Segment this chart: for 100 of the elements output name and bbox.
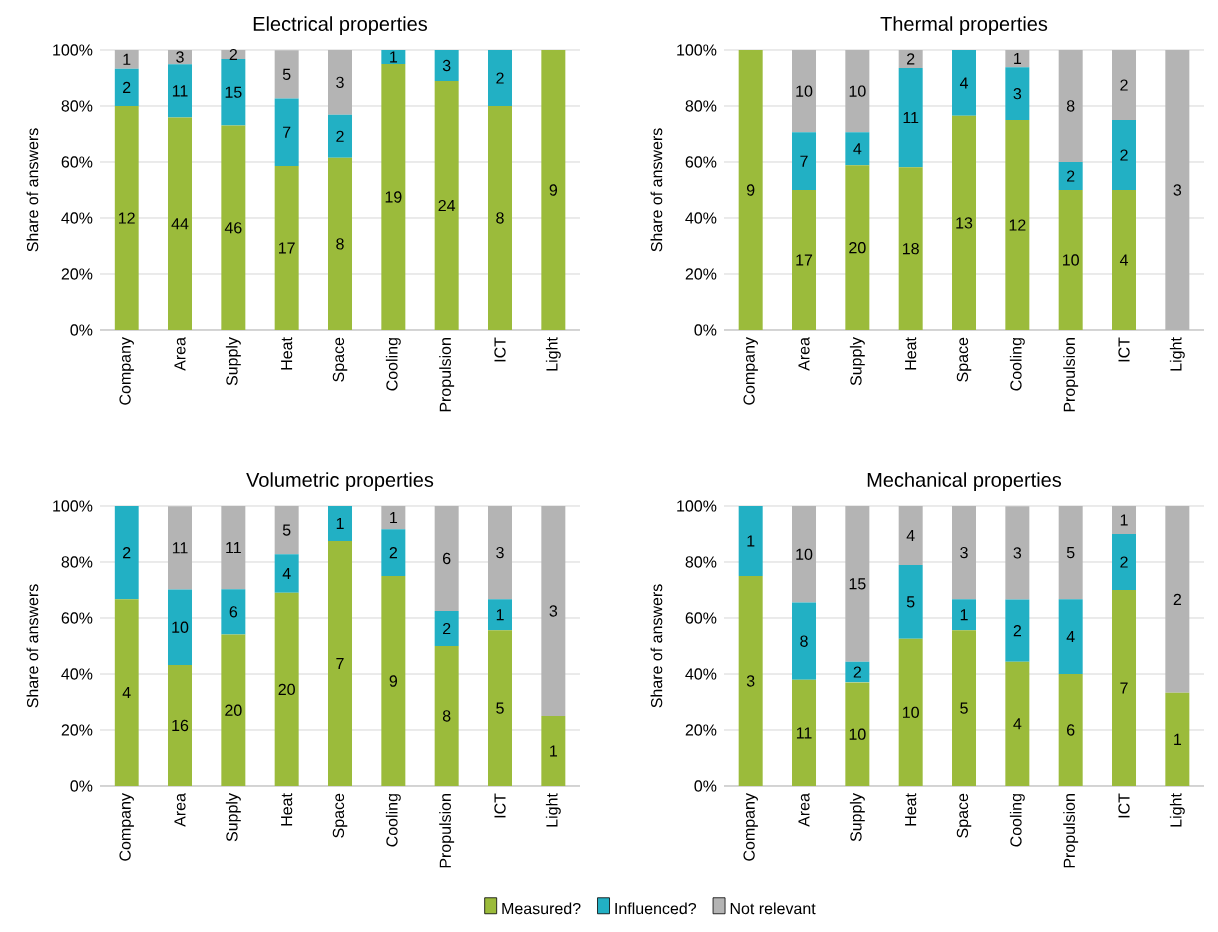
bar <box>1005 49 1030 68</box>
y-tick-label: 100% <box>53 500 93 512</box>
annotation: 6 <box>229 606 238 618</box>
annotation: 5 <box>960 702 968 714</box>
bar <box>274 506 299 555</box>
bar <box>381 529 406 576</box>
bar <box>221 49 246 59</box>
annotation: 24 <box>438 199 456 212</box>
annotation: 44 <box>171 218 189 230</box>
y-tick-label: 40% <box>685 212 717 224</box>
x-tick-label: Propulsion <box>1063 338 1079 412</box>
bar <box>168 665 192 786</box>
annotation: 17 <box>278 242 295 254</box>
annotation: 2 <box>1173 593 1181 605</box>
x-tick-label: Area <box>174 337 186 371</box>
x-tick-label: Area <box>798 337 810 371</box>
annotation: 11 <box>172 85 188 97</box>
annotation: 2 <box>123 547 131 559</box>
bar <box>381 506 406 530</box>
x-tick-label: Light <box>545 337 561 371</box>
y-tick-label: 80% <box>61 100 93 112</box>
legend-label: Measured? <box>502 902 581 915</box>
bar <box>792 49 817 133</box>
annotation: 2 <box>1120 149 1128 161</box>
y-tick-label: 40% <box>685 668 717 680</box>
annotation: 8 <box>1066 100 1075 112</box>
annotation: 1 <box>390 51 398 63</box>
bar <box>168 64 192 118</box>
annotation: 1 <box>336 517 344 529</box>
bar <box>1058 506 1083 600</box>
y-tick-label: 0% <box>694 324 717 336</box>
annotation: 4 <box>1119 254 1129 266</box>
x-tick-label: Heat <box>281 337 293 370</box>
x-tick-label: Light <box>545 793 561 827</box>
x-tick-label: Heat <box>905 793 917 826</box>
annotation: 8 <box>336 238 344 250</box>
annotation: 11 <box>226 542 241 554</box>
annotation: 20 <box>225 704 242 716</box>
x-tick-label: Light <box>1169 337 1185 371</box>
bar <box>434 506 459 611</box>
bar <box>845 682 870 786</box>
chart-title: Mechanical properties <box>867 472 1062 491</box>
annotation: 3 <box>746 675 755 687</box>
bar <box>845 132 870 166</box>
y-tick-label: 60% <box>685 612 717 624</box>
annotation: 1 <box>550 745 558 757</box>
annotation: 20 <box>278 683 295 696</box>
x-tick-label: Supply <box>849 337 865 386</box>
x-tick-label: ICT <box>494 337 506 362</box>
bar <box>274 50 299 99</box>
bar <box>1005 506 1030 600</box>
bar <box>792 679 817 786</box>
bar <box>488 599 512 631</box>
annotation: 3 <box>176 51 184 63</box>
chart-title: Thermal properties <box>880 16 1048 35</box>
y-tick-label: 60% <box>61 156 93 168</box>
annotation: 5 <box>282 524 291 536</box>
annotation: 16 <box>172 719 189 732</box>
bar <box>1005 67 1030 120</box>
annotation: 2 <box>907 53 915 65</box>
x-tick-label: Company <box>119 337 134 405</box>
annotation: 10 <box>903 706 919 719</box>
bar <box>845 506 870 662</box>
annotation: 3 <box>336 76 344 88</box>
annotation: 11 <box>172 542 188 554</box>
x-tick-label: Propulsion <box>1063 794 1079 868</box>
y-tick-label: 100% <box>677 44 717 56</box>
annotation: 4 <box>959 77 968 89</box>
annotation: 3 <box>1013 88 1022 100</box>
y-tick-label: 0% <box>694 780 717 792</box>
y-axis-title: Share of answers <box>26 128 39 252</box>
y-tick-label: 0% <box>70 324 93 336</box>
y-tick-label: 20% <box>61 268 93 280</box>
bar <box>274 165 299 330</box>
x-tick-label: ICT <box>494 793 506 818</box>
annotation: 5 <box>282 68 291 80</box>
x-tick-label: Cooling <box>385 794 401 847</box>
bar <box>898 67 923 168</box>
bar <box>952 599 977 631</box>
bar <box>221 125 246 330</box>
bar <box>1165 506 1190 693</box>
y-tick-label: 100% <box>677 500 717 512</box>
y-tick-label: 40% <box>61 668 93 680</box>
y-tick-label: 40% <box>61 212 93 224</box>
bar <box>898 565 923 639</box>
bar <box>952 506 977 600</box>
bar <box>541 716 566 786</box>
x-tick-label: Company <box>119 793 134 861</box>
bar <box>114 68 139 106</box>
annotation: 9 <box>549 184 558 196</box>
bar <box>738 506 763 576</box>
bar <box>274 98 299 166</box>
bar <box>845 49 870 133</box>
bar <box>1058 599 1083 674</box>
annotation: 2 <box>389 547 397 559</box>
annotation: 11 <box>903 112 919 124</box>
x-tick-label: Area <box>798 793 810 827</box>
annotation: 2 <box>123 81 131 93</box>
bar <box>1112 119 1137 190</box>
y-tick-label: 20% <box>685 724 717 736</box>
